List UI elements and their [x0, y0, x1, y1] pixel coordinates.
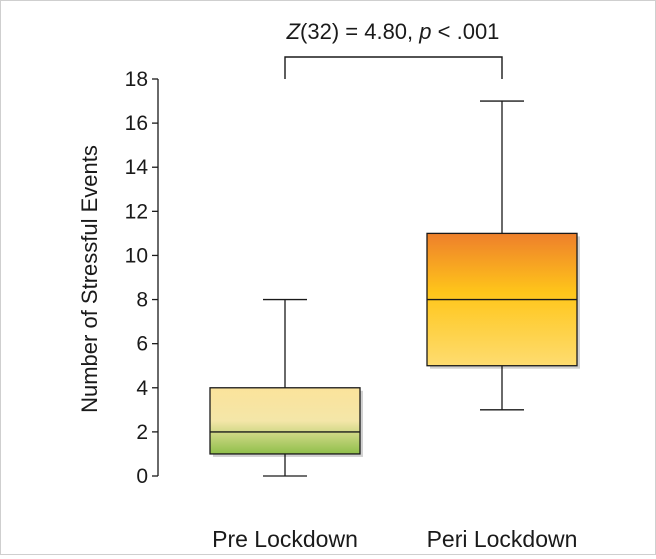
y-tick-label: 14 — [125, 156, 149, 179]
significance-bracket — [284, 56, 503, 79]
x-category-label: Peri Lockdown — [427, 526, 578, 552]
iqr-box — [209, 387, 361, 455]
y-axis: 0 2 4 6 8 10 12 14 16 18 — [125, 68, 159, 488]
y-tick-label: 4 — [136, 377, 148, 400]
p-symbol: p — [418, 19, 431, 44]
box-pre-lockdown — [209, 298, 363, 477]
significance-annotation: Z(32) = 4.80, p < .001 — [286, 19, 500, 44]
boxes-group — [209, 100, 580, 477]
y-tick-label: 0 — [136, 465, 148, 488]
x-category-label: Pre Lockdown — [212, 526, 358, 552]
y-tick-label: 12 — [125, 200, 148, 223]
y-tick-label: 6 — [136, 333, 148, 356]
x-axis-labels: Pre Lockdown Peri Lockdown — [212, 526, 577, 552]
p-value: < .001 — [432, 19, 500, 44]
y-tick-label: 8 — [136, 289, 148, 312]
stat-value: (32) = 4.80, — [300, 19, 419, 44]
y-tick-label: 16 — [125, 112, 148, 135]
y-tick-label: 2 — [136, 421, 148, 444]
y-tick-label: 10 — [125, 244, 148, 267]
y-tick-label: 18 — [125, 68, 148, 91]
y-axis-title: Number of Stressful Events — [77, 145, 102, 413]
box-peri-lockdown — [426, 100, 580, 411]
stat-symbol: Z — [286, 19, 302, 44]
